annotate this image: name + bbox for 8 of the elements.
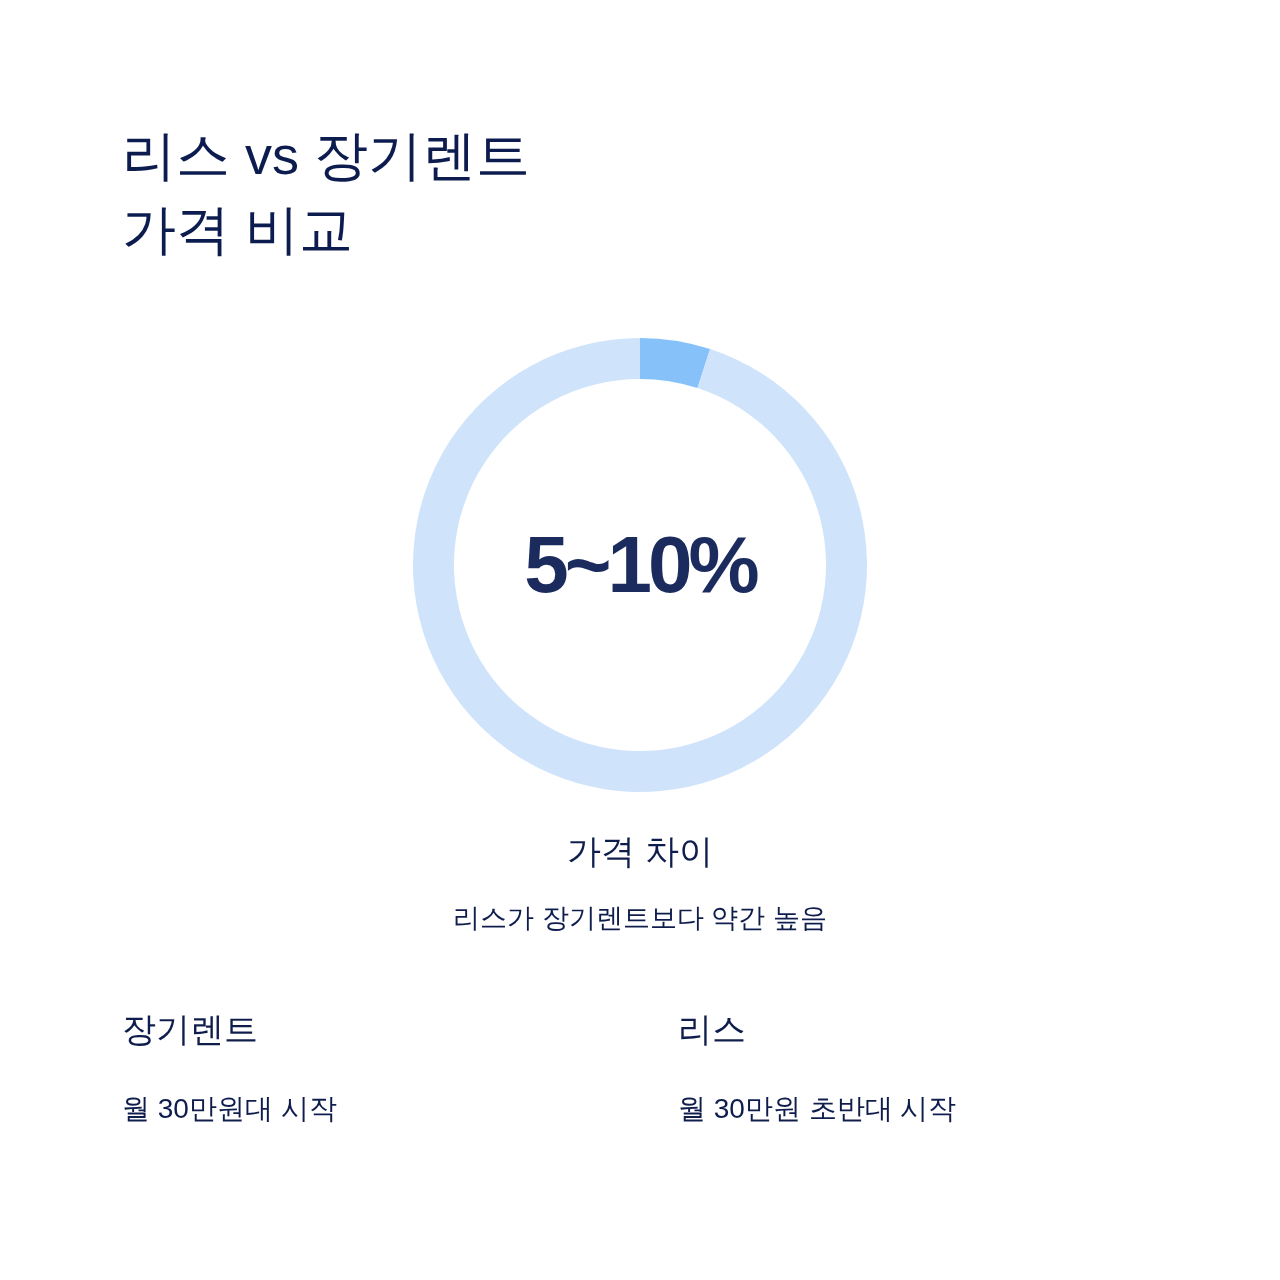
text: 5~10%	[524, 519, 756, 611]
chart-title: 리스 vs 장기렌트 가격 비교	[122, 124, 531, 261]
text: 리스	[678, 1008, 746, 1050]
text: 월 30만원대 시작	[122, 1091, 337, 1126]
text: 월 30만원 초반대 시작	[678, 1091, 957, 1126]
text: 장기렌트	[122, 1008, 258, 1050]
text: 가격 차이	[567, 830, 713, 872]
text: 리스가 장기렌트보다 약간 높음	[453, 902, 827, 935]
